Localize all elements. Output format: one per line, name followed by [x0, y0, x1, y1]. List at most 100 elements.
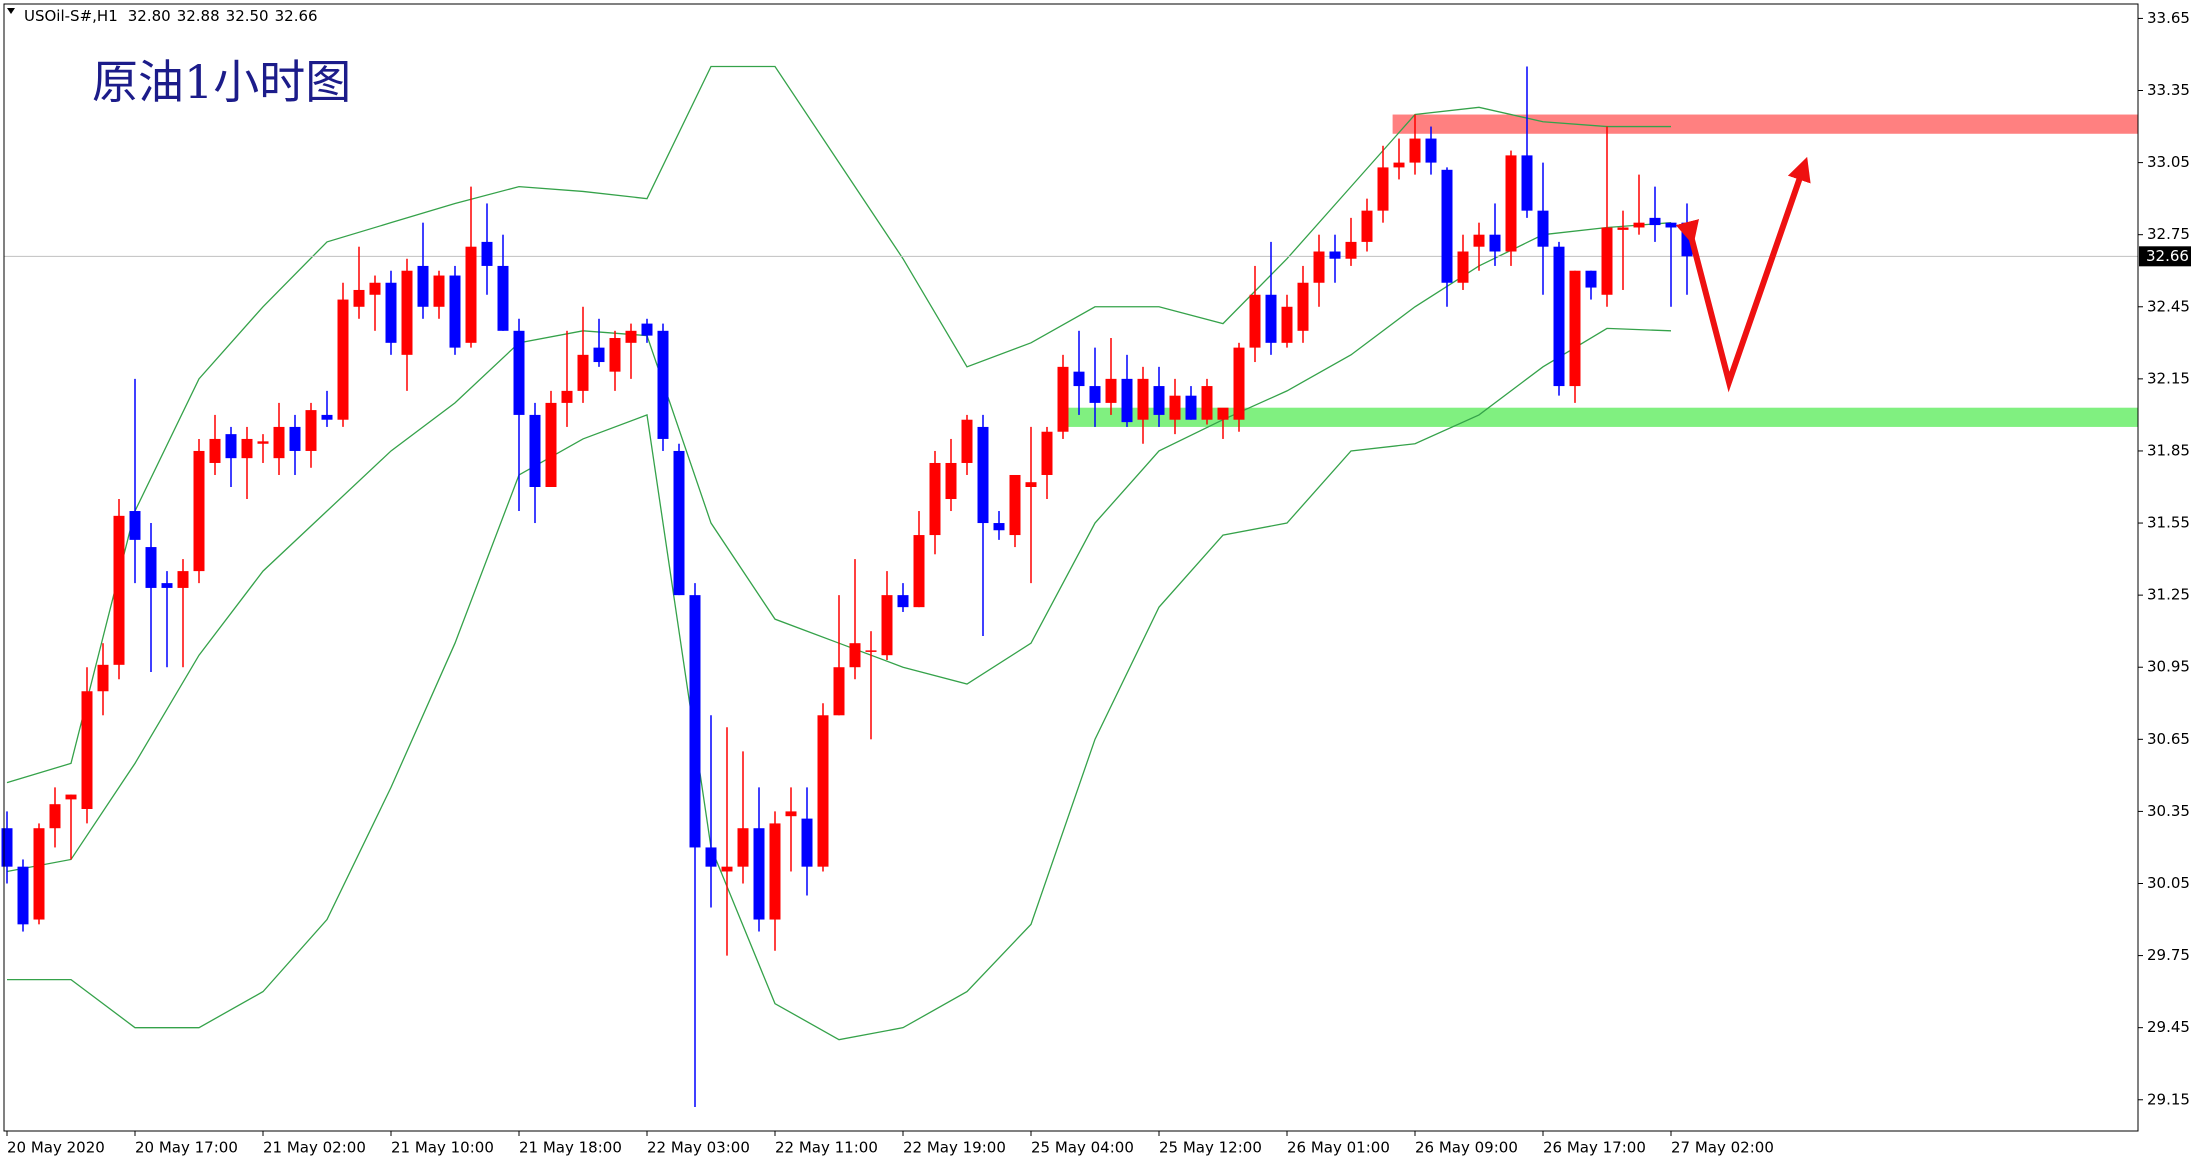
candle-body: [721, 866, 733, 872]
axes: 33.65 33.35 33.05 32.75 32.45 32.15 31.85 31.55…: [4, 9, 2191, 1157]
candle-body: [753, 828, 765, 920]
candle-body: [1153, 386, 1165, 415]
x-tick-label: 26 May 17:00: [1543, 1139, 1646, 1157]
candle-body: [625, 330, 637, 343]
y-tick-label: 33.65: [2147, 9, 2190, 27]
candle-body: [1409, 138, 1421, 163]
y-tick-label: 29.45: [2147, 1018, 2190, 1036]
candle-body: [1265, 294, 1277, 343]
candle-body: [65, 794, 77, 800]
candle-body: [1057, 366, 1069, 432]
y-tick-label: 30.05: [2147, 874, 2190, 892]
candle-body: [849, 643, 861, 668]
x-tick-label: 27 May 02:00: [1671, 1139, 1774, 1157]
x-tick-label: 22 May 03:00: [647, 1139, 750, 1157]
candle-body: [977, 426, 989, 524]
candle-body: [1553, 246, 1565, 387]
x-tick-label: 21 May 02:00: [263, 1139, 366, 1157]
header-icon: [7, 8, 15, 14]
x-tick-label: 21 May 10:00: [391, 1139, 494, 1157]
candle-body: [433, 275, 445, 307]
y-tick-label: 32.15: [2147, 369, 2190, 387]
header-low: 32.50: [226, 7, 269, 25]
candle-body: [1473, 234, 1485, 247]
candle-body: [1041, 431, 1053, 475]
current-price-label: 32.66: [2146, 247, 2189, 265]
candle-body: [1233, 347, 1245, 420]
x-tick-label: 22 May 19:00: [903, 1139, 1006, 1157]
candle-body: [657, 330, 669, 439]
bollinger-band: [7, 327, 1672, 1041]
candle-body: [1377, 167, 1389, 211]
header-high: 32.88: [177, 7, 220, 25]
candle-body: [241, 438, 253, 459]
candle-body: [833, 667, 845, 716]
candle-body: [689, 595, 701, 848]
candle-body: [1217, 407, 1229, 420]
x-tick-label: 25 May 04:00: [1031, 1139, 1134, 1157]
candle-body: [1617, 227, 1629, 230]
candle-body: [1361, 210, 1373, 242]
current-price-box: [2139, 246, 2191, 267]
y-tick-label: 33.35: [2147, 81, 2190, 99]
candle-body: [1633, 222, 1645, 228]
candle-body: [337, 299, 349, 420]
candle-body: [1137, 378, 1149, 420]
candle-body: [1009, 474, 1021, 536]
candle-body: [769, 823, 781, 920]
forecast-arrow: [1675, 156, 1811, 393]
candle-body: [1505, 155, 1517, 252]
bollinger-band: [6, 65, 1671, 784]
plot-frame: [3, 3, 2139, 1132]
candle-body: [177, 571, 189, 588]
candle-body: [497, 265, 509, 331]
y-tick-label: 33.05: [2147, 153, 2190, 171]
candle-body: [321, 414, 333, 420]
candle-body: [417, 265, 429, 307]
y-tick-label: 31.55: [2147, 514, 2190, 532]
candle-body: [305, 410, 317, 451]
candle-body: [1025, 482, 1037, 487]
candle-body: [401, 270, 413, 355]
candle-body: [1121, 378, 1133, 423]
y-tick-label: 30.35: [2147, 802, 2190, 820]
candle-body: [641, 323, 653, 336]
candle-body: [993, 523, 1005, 531]
candle-body: [817, 715, 829, 867]
candle-body: [1073, 371, 1085, 387]
candle-body: [673, 450, 685, 596]
candle-body: [465, 246, 477, 343]
candle-body: [113, 515, 125, 665]
y-tick-label: 31.85: [2147, 441, 2190, 459]
candle-body: [865, 650, 877, 652]
candle-body: [1521, 155, 1533, 211]
candle-body: [481, 241, 493, 266]
y-tick-label: 32.45: [2147, 297, 2190, 315]
candle-body: [1169, 395, 1181, 420]
candle-body: [801, 818, 813, 867]
y-tick-label: 32.75: [2147, 225, 2190, 243]
zones: [1066, 114, 2138, 427]
candle-body: [161, 583, 173, 588]
candle-body: [49, 804, 61, 829]
y-tick-label: 29.15: [2147, 1090, 2190, 1108]
price-zone: [1392, 114, 2138, 134]
x-tick-label: 22 May 11:00: [775, 1139, 878, 1157]
candle-body: [1281, 306, 1293, 343]
candle-body: [33, 828, 45, 920]
candle-body: [1441, 169, 1453, 283]
price-zone: [1066, 407, 2138, 427]
candle-body: [1345, 241, 1357, 259]
candle-body: [273, 426, 285, 459]
candle-body: [1457, 251, 1469, 283]
candle-body: [1425, 138, 1437, 163]
candle-body: [1393, 162, 1405, 168]
x-tick-label: 25 May 12:00: [1159, 1139, 1262, 1157]
x-tick-label: 20 May 17:00: [135, 1139, 238, 1157]
candle-body: [369, 282, 381, 295]
candle-body: [1601, 227, 1613, 295]
candle-body: [1105, 378, 1117, 403]
candle-body: [129, 511, 141, 540]
